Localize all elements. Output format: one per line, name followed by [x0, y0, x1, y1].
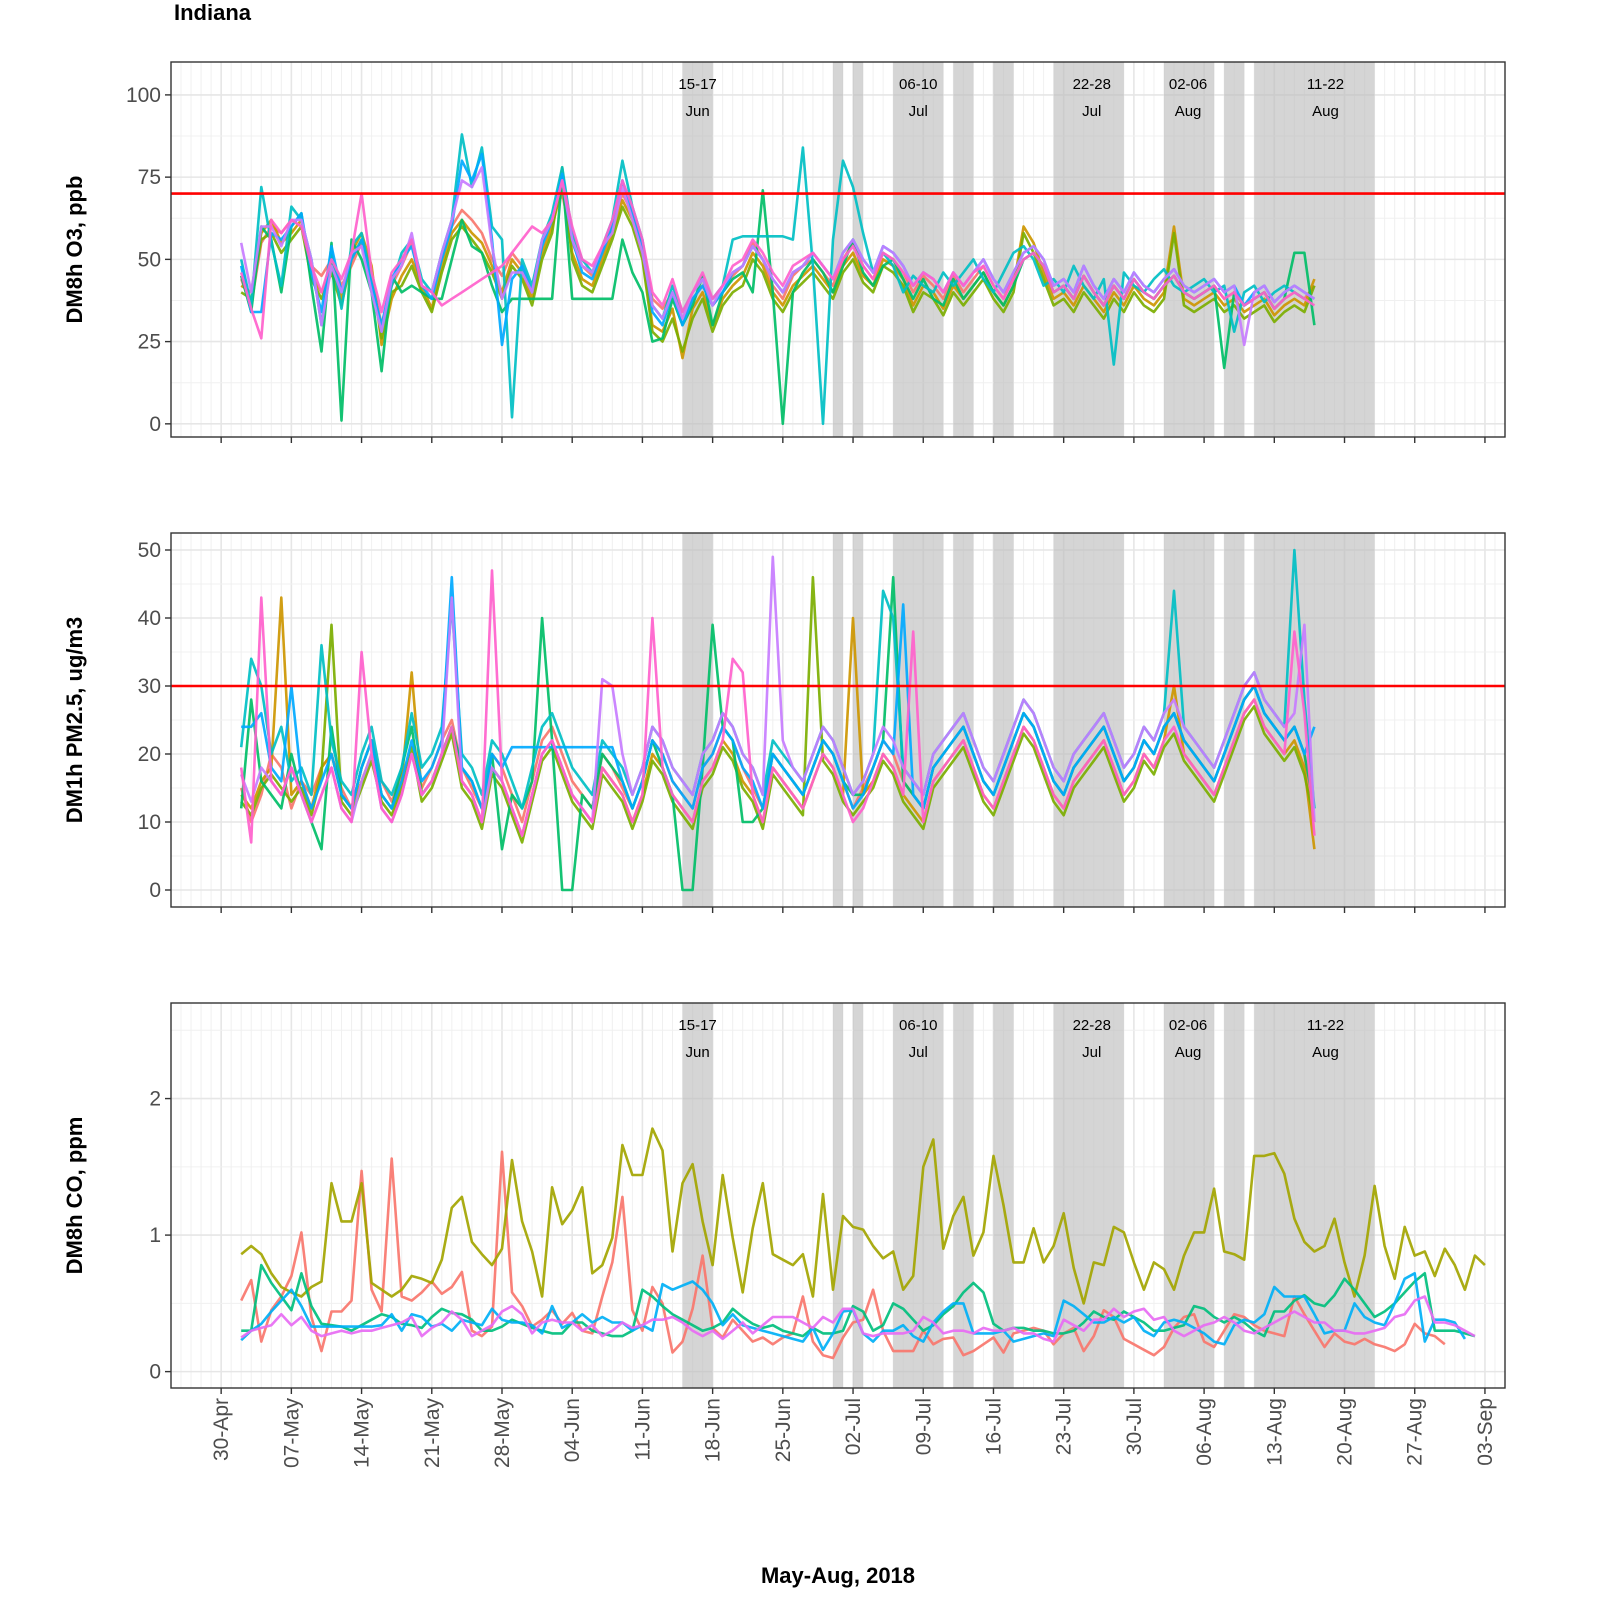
shaded-period: [682, 62, 713, 437]
x-tick-label: 13-Aug: [1263, 1398, 1286, 1466]
y-axis-label: DM8h CO, ppm: [62, 1117, 87, 1275]
panel-2: 0 10 20 30 40 50 DM1h PM2.5, ug/m3: [62, 532, 1506, 913]
series-line-site-8: [239, 179, 1316, 340]
shaded-period: [832, 1003, 844, 1388]
y-tick-label: 20: [138, 743, 161, 766]
shaded-period: [1254, 533, 1375, 907]
shaded-period: [953, 62, 974, 437]
shaded-period: [1224, 533, 1245, 907]
series-line-site-2: [240, 1127, 1486, 1305]
y-axis-label: DM8h O3, ppb: [62, 176, 87, 324]
x-tick-label: 30-Jul: [1123, 1398, 1146, 1455]
y-tick-label: 2: [149, 1088, 161, 1111]
event-label-range: 22-28: [1073, 76, 1111, 93]
event-label-range: 15-17: [678, 76, 716, 93]
x-tick-label: 25-Jun: [772, 1398, 795, 1462]
y-tick-label: 1: [149, 1224, 161, 1247]
shaded-period: [993, 62, 1014, 437]
panel-1: 15-17 Jun 06-10 Jul 22-28 Jul 02-06 Aug 11-22 Aug…: [62, 61, 1506, 443]
x-tick-label: 30-Apr: [210, 1398, 233, 1461]
shaded-period: [1254, 62, 1375, 437]
shaded-period: [832, 533, 844, 907]
event-label-month: Aug: [1175, 103, 1202, 120]
y-tick-label: 0: [149, 413, 161, 436]
x-tick-label: 04-Jun: [561, 1398, 584, 1462]
event-label-month: Jun: [685, 103, 709, 120]
shaded-period: [1053, 62, 1124, 437]
panel-border: [170, 61, 1506, 438]
y-tick-label: 40: [138, 607, 161, 630]
y-tick-label: 25: [138, 331, 161, 354]
x-tick-label: 18-Jun: [702, 1398, 725, 1462]
y-tick-label: 10: [138, 811, 161, 834]
event-label-month: Jul: [909, 103, 928, 120]
series-group: [240, 1127, 1486, 1360]
x-tick-label: 03-Sep: [1474, 1398, 1497, 1466]
shaded-period: [993, 533, 1014, 907]
x-tick-label: 09-Jul: [912, 1398, 935, 1455]
x-tick-label: 28-May: [491, 1398, 514, 1469]
x-tick-label: 02-Jul: [842, 1398, 865, 1455]
x-axis-label: May-Aug, 2018: [761, 1563, 915, 1588]
shaded-period: [1053, 533, 1124, 907]
event-label-month: Jul: [909, 1044, 928, 1061]
x-tick-label: 23-Jul: [1053, 1398, 1076, 1455]
shaded-period: [953, 1003, 974, 1388]
y-axis-label: DM1h PM2.5, ug/m3: [62, 617, 87, 824]
x-tick-label: 07-May: [280, 1398, 303, 1469]
panel-border: [170, 1002, 1506, 1389]
x-tick-label: 14-May: [351, 1398, 374, 1469]
event-label-range: 15-17: [678, 1017, 716, 1034]
y-tick-label: 100: [126, 84, 161, 107]
panel-3: 15-17 Jun 06-10 Jul 22-28 Jul 02-06 Aug 11-22 Aug…: [62, 1002, 1506, 1394]
shaded-period: [953, 533, 974, 907]
shaded-period: [832, 62, 844, 437]
series-line-site-5: [240, 1295, 1476, 1343]
series-group: [239, 133, 1316, 426]
y-tick-label: 0: [149, 879, 161, 902]
event-label-month: Aug: [1175, 1044, 1202, 1061]
event-label-range: 22-28: [1073, 1017, 1111, 1034]
shaded-period: [853, 1003, 864, 1388]
event-label-month: Jul: [1082, 103, 1101, 120]
y-tick-label: 0: [149, 1361, 161, 1384]
event-label-range: 11-22: [1307, 1017, 1344, 1034]
x-tick-label: 06-Aug: [1193, 1398, 1216, 1466]
series-line-site-8: [239, 569, 1316, 844]
shaded-period: [1224, 62, 1245, 437]
event-label-month: Aug: [1312, 1044, 1339, 1061]
series-group: [239, 548, 1316, 892]
event-label-month: Jun: [685, 1044, 709, 1061]
chart-title: Indiana: [174, 0, 252, 25]
event-label-range: 02-06: [1169, 76, 1207, 93]
shaded-period: [893, 62, 944, 437]
shaded-period: [1224, 1003, 1245, 1388]
y-tick-label: 75: [138, 166, 161, 189]
shaded-period: [1163, 533, 1215, 907]
panel-border: [170, 532, 1506, 908]
x-tick-label: 20-Aug: [1334, 1398, 1357, 1466]
y-tick-label: 50: [138, 248, 161, 271]
shaded-period: [993, 1003, 1014, 1388]
event-label-range: 02-06: [1169, 1017, 1207, 1034]
x-tick-label: 11-Jun: [631, 1398, 654, 1461]
event-label-month: Aug: [1312, 103, 1339, 120]
event-label-range: 11-22: [1307, 76, 1344, 93]
x-tick-label: 16-Jul: [982, 1398, 1005, 1455]
series-line-site-1: [240, 1150, 1446, 1360]
event-label-range: 06-10: [899, 1017, 937, 1034]
series-line-site-3: [240, 166, 1316, 353]
y-tick-label: 50: [138, 539, 161, 562]
x-tick-label: 21-May: [421, 1398, 444, 1469]
series-line-site-6: [241, 575, 1316, 810]
shaded-period: [682, 533, 713, 907]
x-tick-label: 27-Aug: [1404, 1398, 1427, 1466]
event-label-month: Jul: [1082, 1044, 1101, 1061]
event-label-range: 06-10: [899, 76, 937, 93]
y-tick-label: 30: [138, 675, 161, 698]
